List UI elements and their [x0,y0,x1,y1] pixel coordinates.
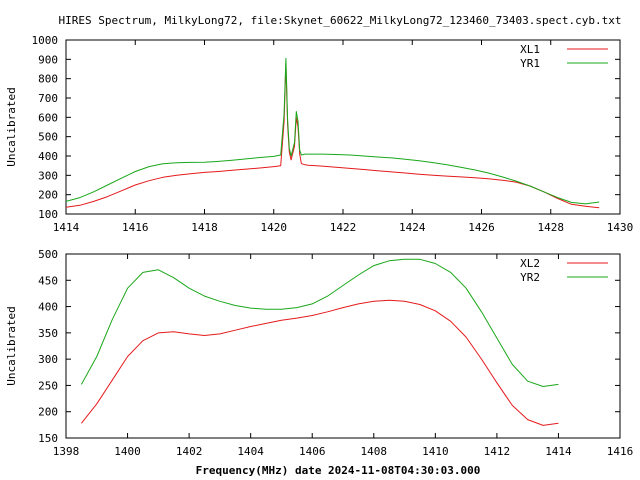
series-line-yr2 [80,258,559,387]
bottom-x-tick-label: 1416 [607,445,634,458]
top-y-tick-label: 100 [38,208,58,221]
bottom-x-tick-label: 1398 [53,445,80,458]
top-x-tick-label: 1418 [191,221,218,234]
series-line-xl1 [65,62,600,209]
bottom-x-tick-label: 1408 [361,445,388,458]
top-y-tick-label: 700 [38,92,58,105]
top-y-tick-label: 800 [38,73,58,86]
bottom-x-tick-label: 1400 [114,445,141,458]
bottom-x-tick-label: 1410 [422,445,449,458]
legend-label-xl2: XL2 [520,257,540,270]
top-x-tick-label: 1416 [122,221,149,234]
bottom-x-tick-label: 1414 [545,445,572,458]
top-spectrum-panel: Uncalibrated XL1 YR1 100 200 300 400 500 600 7… [5,34,633,234]
top-x-tick-label: 1422 [330,221,357,234]
bottom-y-tick-label: 500 [38,248,58,261]
top-y-tick-label: 400 [38,150,58,163]
top-y-tick-label: 900 [38,53,58,66]
bottom-y-axis-label: Uncalibrated [5,306,18,385]
legend-label-yr1: YR1 [520,57,540,70]
bottom-y-tick-label: 250 [38,379,58,392]
top-x-tick-label: 1414 [53,221,80,234]
top-x-tick-label: 1424 [399,221,426,234]
bottom-x-tick-label: 1404 [237,445,264,458]
top-x-tick-label: 1428 [538,221,565,234]
top-x-tick-label: 1420 [261,221,288,234]
bottom-y-tick-label: 450 [38,274,58,287]
bottom-x-tick-label: 1406 [299,445,326,458]
top-y-tick-label: 300 [38,169,58,182]
legend-label-yr2: YR2 [520,271,540,284]
legend-label-xl1: XL1 [520,43,540,56]
bottom-y-tick-label: 350 [38,327,58,340]
top-y-tick-label: 200 [38,189,58,202]
bottom-spectrum-panel: Uncalibrated XL2 YR2 150 200 250 300 350 400 4… [5,248,633,458]
top-x-tick-label: 1426 [468,221,495,234]
bottom-x-tick-label: 1412 [484,445,511,458]
bottom-x-tick-label: 1402 [176,445,203,458]
series-line-xl2 [81,299,559,426]
top-x-tick-label: 1430 [607,221,634,234]
bottom-y-tick-label: 300 [38,353,58,366]
chart-title: HIRES Spectrum, MilkyLong72, file:Skynet… [59,14,622,27]
top-y-tick-label: 600 [38,111,58,124]
top-y-tick-label: 1000 [32,34,59,47]
x-axis-label: Frequency(MHz) date 2024-11-08T04:30:03.… [196,464,481,477]
top-y-axis-label: Uncalibrated [5,87,18,166]
bottom-y-tick-label: 200 [38,406,58,419]
bottom-y-tick-label: 150 [38,432,58,445]
bottom-y-tick-label: 400 [38,301,58,314]
top-y-tick-label: 500 [38,131,58,144]
bottom-plot-frame [65,253,621,439]
series-line-yr1 [65,57,600,205]
